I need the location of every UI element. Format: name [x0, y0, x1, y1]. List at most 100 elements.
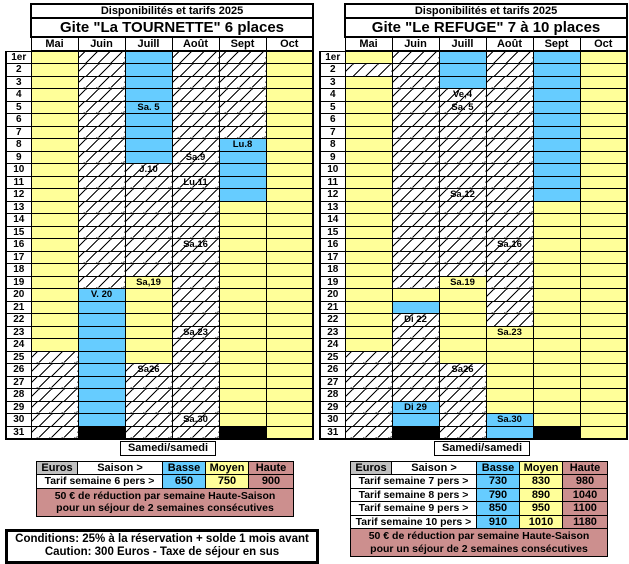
- day-cell: [438, 350, 487, 364]
- day-row: 31: [319, 425, 629, 440]
- day-cell: [218, 200, 267, 214]
- day-cell: [124, 188, 173, 202]
- day-cell: [485, 225, 534, 239]
- day-cell: [30, 75, 79, 89]
- day-row: 26 Sa26: [5, 363, 315, 377]
- day-cell: [579, 50, 629, 64]
- day-cell: [344, 288, 393, 302]
- month-header-2: Juill: [124, 36, 173, 52]
- day-cell: [391, 113, 440, 127]
- corner-blank: [320, 37, 345, 51]
- day-cell: [171, 400, 220, 414]
- month-header-5: Oct: [579, 36, 629, 52]
- day-cell: [438, 50, 487, 64]
- day-cell: [532, 225, 581, 239]
- day-cell: [391, 213, 440, 227]
- day-cell: [30, 388, 79, 402]
- price-row: Tarif semaine 6 pers >650 750 900: [36, 474, 294, 489]
- day-cell: [218, 338, 267, 352]
- price-value: 1040: [562, 487, 608, 502]
- day-cell: [532, 88, 581, 102]
- day-cell: Sa.16: [485, 238, 534, 252]
- day-cell: [30, 375, 79, 389]
- day-cell: [532, 75, 581, 89]
- day-cell: [124, 300, 173, 314]
- day-label: 16: [319, 238, 346, 252]
- day-cell: [30, 250, 79, 264]
- day-cell: [438, 338, 487, 352]
- day-label: 31: [319, 425, 346, 440]
- day-row: 22 Di 22: [319, 313, 629, 327]
- day-row: 19 Sa,19: [5, 275, 315, 289]
- day-cell: [265, 413, 315, 427]
- day-cell: [485, 275, 534, 289]
- day-cell: [532, 413, 581, 427]
- day-cell: [344, 225, 393, 239]
- day-cell: [171, 75, 220, 89]
- day-cell: [391, 250, 440, 264]
- day-cell: [579, 313, 629, 327]
- day-cell: [30, 350, 79, 364]
- day-label: 5: [5, 100, 32, 114]
- day-row: 15: [319, 225, 629, 239]
- day-label: 13: [5, 200, 32, 214]
- day-cell: [391, 363, 440, 377]
- day-cell: [265, 125, 315, 139]
- day-cell: [30, 113, 79, 127]
- day-cell: [265, 313, 315, 327]
- day-row: 30 Sa.30: [5, 413, 315, 427]
- day-label: 19: [319, 275, 346, 289]
- day-row: 3: [5, 75, 315, 89]
- day-cell: [218, 213, 267, 227]
- corner-blank: [320, 4, 345, 18]
- day-cell: [171, 338, 220, 352]
- day-row: 16 Sa.16: [5, 238, 315, 252]
- day-cell: [30, 275, 79, 289]
- day-cell: [579, 275, 629, 289]
- day-cell: [344, 363, 393, 377]
- day-cell: [30, 63, 79, 77]
- day-row: 21: [319, 300, 629, 314]
- day-row: 3: [319, 75, 629, 89]
- day-cell: [265, 263, 315, 277]
- discount-note: 50 € de réduction par semaine Haute-Sais…: [36, 487, 294, 517]
- day-cell: [579, 288, 629, 302]
- day-cell: [438, 313, 487, 327]
- day-cell: [265, 225, 315, 239]
- day-cell: [438, 175, 487, 189]
- day-cell: [218, 63, 267, 77]
- day-cell: [124, 288, 173, 302]
- saison-header: Saison >: [391, 460, 477, 475]
- day-cell: [438, 413, 487, 427]
- day-cell: [344, 375, 393, 389]
- price-row: Tarif semaine 8 pers >790 890 1040: [350, 487, 608, 502]
- day-cell: [485, 63, 534, 77]
- day-cell: [344, 413, 393, 427]
- discount-note: 50 € de réduction par semaine Haute-Sais…: [350, 528, 608, 557]
- day-row: 24: [319, 338, 629, 352]
- day-cell: [438, 200, 487, 214]
- day-cell: [391, 188, 440, 202]
- day-row: 5 Sa. 5: [319, 100, 629, 114]
- day-cell: [218, 163, 267, 177]
- day-cell: [124, 175, 173, 189]
- day-cell: [265, 350, 315, 364]
- day-row: 31: [5, 425, 315, 440]
- day-cell: Lu.11: [171, 175, 220, 189]
- day-cell: [171, 88, 220, 102]
- day-cell: [532, 125, 581, 139]
- day-cell: [77, 50, 126, 64]
- day-cell: [579, 213, 629, 227]
- day-cell: [30, 88, 79, 102]
- day-cell: [485, 50, 534, 64]
- day-cell: [30, 325, 79, 339]
- day-row: 7: [5, 125, 315, 139]
- day-row: 27: [319, 375, 629, 389]
- day-row: 26 Sa26: [319, 363, 629, 377]
- day-cell: [218, 113, 267, 127]
- day-cell: [77, 375, 126, 389]
- day-cell: [30, 338, 79, 352]
- day-cell: [265, 188, 315, 202]
- day-cell: [77, 250, 126, 264]
- day-cell: [579, 125, 629, 139]
